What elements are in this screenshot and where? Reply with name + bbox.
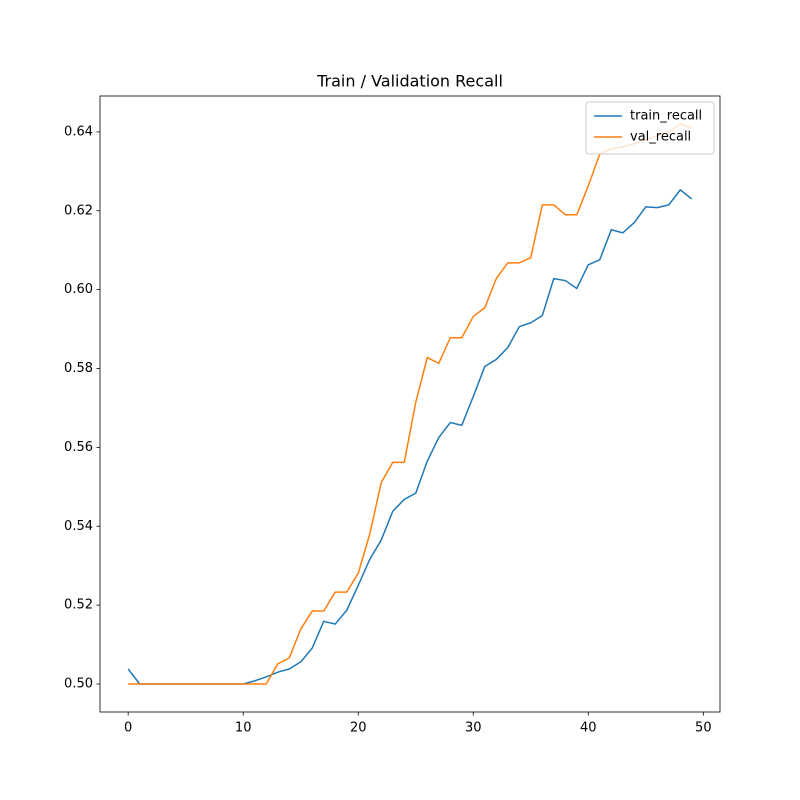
chart-title: Train / Validation Recall <box>316 72 503 91</box>
legend-label: val_recall <box>630 130 691 145</box>
line-series <box>127 189 693 685</box>
y-tick-label: 0.50 <box>64 677 93 692</box>
y-tick-label: 0.60 <box>64 282 93 297</box>
x-tick-label: 50 <box>695 721 712 736</box>
y-tick-label: 0.58 <box>64 361 93 376</box>
line-series <box>128 123 693 685</box>
x-tick-label: 0 <box>124 721 132 736</box>
y-tick-label: 0.54 <box>64 519 93 534</box>
x-tick-label: 40 <box>580 721 597 736</box>
axes-frame <box>99 95 721 713</box>
y-tick-label: 0.56 <box>64 440 93 455</box>
y-tick-label: 0.52 <box>64 598 93 613</box>
legend-box <box>585 101 715 155</box>
y-tick-label: 0.62 <box>64 203 93 218</box>
y-tick-label: 0.64 <box>64 124 93 139</box>
x-tick-label: 10 <box>235 721 252 736</box>
legend-label: train_recall <box>630 109 702 124</box>
x-tick-label: 30 <box>465 721 482 736</box>
x-tick-label: 20 <box>350 721 367 736</box>
